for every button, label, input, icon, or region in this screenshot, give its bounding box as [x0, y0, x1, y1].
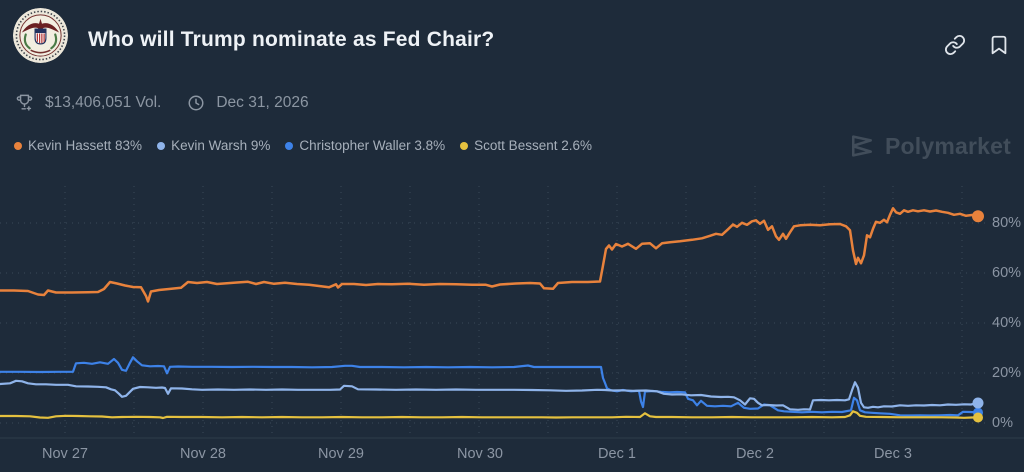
volume-text: $13,406,051 Vol. — [45, 93, 162, 111]
price-chart[interactable]: 80% 60% 40% 20% 0% Nov 27 Nov 28 Nov 29 Nov 30 D… — [0, 182, 1024, 472]
legend-dot-icon — [460, 141, 469, 150]
fed-seal-icon — [13, 8, 68, 63]
legend-label: Scott Bessent 2.6% — [474, 138, 592, 153]
polymarket-watermark: Polymarket — [847, 131, 1011, 161]
bookmark-button[interactable] — [988, 33, 1012, 57]
legend-label: Christopher Waller 3.8% — [299, 138, 446, 153]
series-line-kevin-hassett — [0, 207, 980, 303]
x-tick-label: Dec 3 — [874, 446, 912, 462]
market-logo-fed-seal — [13, 8, 68, 63]
legend-dot-icon — [157, 141, 166, 150]
y-tick-label: 0% — [992, 415, 1013, 431]
link-icon — [944, 34, 966, 56]
x-tick-label: Dec 1 — [598, 446, 636, 462]
y-tick-label: 80% — [992, 215, 1022, 231]
page-title: Who will Trump nominate as Fed Chair? — [88, 28, 495, 51]
trophy-icon — [16, 94, 33, 111]
series-end-dot-kevin-warsh — [972, 397, 984, 409]
end-date-text: Dec 31, 2026 — [216, 93, 309, 111]
stats-row: $13,406,051 Vol. Dec 31, 2026 — [15, 93, 309, 112]
legend-dot-icon — [285, 141, 294, 150]
legend-label: Kevin Hassett 83% — [28, 138, 143, 153]
y-tick-label: 40% — [992, 315, 1022, 331]
x-tick-label: Dec 2 — [736, 446, 774, 462]
clock-icon — [188, 95, 204, 110]
series-end-dot-kevin-hassett — [972, 210, 984, 223]
series-end-dot-scott-bessent — [973, 412, 983, 423]
chart-svg[interactable] — [0, 182, 1024, 444]
legend-item-kevin-hassett[interactable]: Kevin Hassett 83% — [14, 138, 142, 153]
x-tick-label: Nov 29 — [318, 446, 364, 462]
y-tick-label: 60% — [992, 265, 1022, 281]
legend-dot-icon — [14, 141, 22, 150]
x-tick-label: Nov 27 — [42, 446, 88, 462]
header-actions — [944, 33, 1012, 57]
polymarket-logo-icon — [851, 135, 872, 157]
chart-legend: Kevin Hassett 83% Kevin Warsh 9% Christoph… — [14, 138, 592, 153]
bookmark-icon — [991, 35, 1007, 55]
polymarket-watermark-text: Polymarket — [884, 132, 1011, 159]
series-line-kevin-warsh — [0, 379, 980, 411]
legend-item-christopher-waller[interactable]: Christopher Waller 3.8% — [285, 138, 445, 153]
legend-item-kevin-warsh[interactable]: Kevin Warsh 9% — [157, 138, 270, 153]
y-tick-label: 20% — [992, 365, 1022, 381]
copy-link-button[interactable] — [944, 33, 968, 57]
series-line-scott-bessent — [0, 410, 980, 420]
x-tick-label: Nov 28 — [180, 446, 226, 462]
legend-label: Kevin Warsh 9% — [171, 138, 271, 153]
legend-item-scott-bessent[interactable]: Scott Bessent 2.6% — [460, 138, 592, 153]
x-tick-label: Nov 30 — [457, 446, 503, 462]
